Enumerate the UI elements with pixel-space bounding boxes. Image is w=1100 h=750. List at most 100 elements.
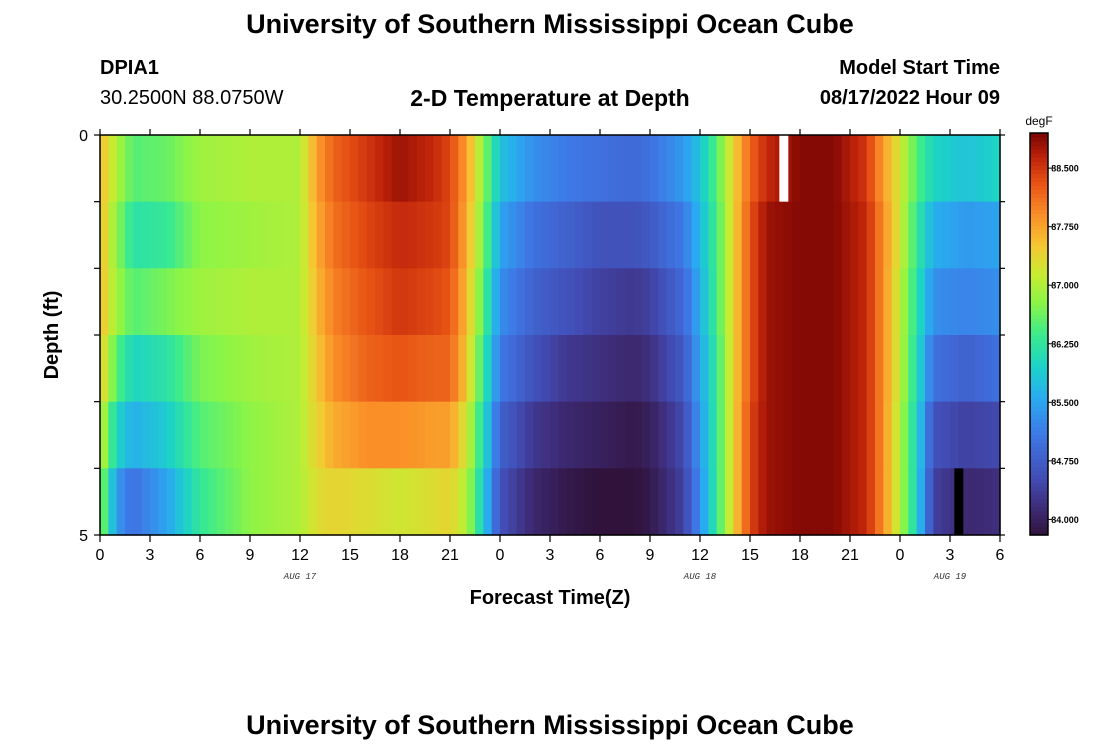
heatmap-cell: [850, 268, 859, 336]
heatmap-cell: [800, 335, 809, 403]
heatmap-cell: [616, 401, 626, 469]
heatmap-cell: [733, 201, 743, 269]
heatmap-cell: [475, 401, 484, 469]
heatmap-cell: [383, 401, 393, 469]
heatmap-cell: [283, 468, 293, 536]
heatmap-cell: [725, 268, 734, 336]
heatmap-cell: [791, 468, 801, 536]
heatmap-cell: [166, 401, 176, 469]
heatmap-cell: [308, 201, 318, 269]
heatmap-cell: [741, 401, 751, 469]
colorbar-segment: [1030, 358, 1048, 363]
heatmap-cell: [758, 135, 768, 203]
heatmap-cell: [916, 201, 926, 269]
heatmap-cell: [125, 201, 134, 269]
heatmap-cell: [500, 268, 509, 336]
heatmap-cell: [683, 135, 693, 203]
colorbar-segment: [1030, 458, 1048, 464]
heatmap-cell: [891, 268, 901, 336]
heatmap-cell: [850, 335, 859, 403]
heatmap-cell: [675, 468, 684, 536]
heatmap-cell: [408, 201, 418, 269]
heatmap-cell: [133, 135, 143, 203]
heatmap-cell: [991, 135, 1001, 203]
heatmap-cell: [441, 401, 451, 469]
heatmap-cell: [666, 335, 676, 403]
heatmap-cell: [483, 401, 493, 469]
heatmap-cell: [608, 201, 618, 269]
heatmap-cell: [525, 201, 534, 269]
colorbar-segment: [1030, 253, 1048, 259]
heatmap-cell: [375, 401, 384, 469]
colorbar-segment: [1030, 137, 1048, 142]
heatmap-cell: [416, 335, 426, 403]
heatmap-cell: [875, 201, 884, 269]
heatmap-cell: [508, 135, 518, 203]
heatmap-cell: [275, 135, 284, 203]
heatmap-cell: [908, 268, 918, 336]
colorbar-tick-label: 87.750: [1051, 222, 1079, 232]
heatmap-cell: [275, 335, 284, 403]
colorbar-segment: [1030, 261, 1048, 267]
heatmap-cell: [541, 201, 551, 269]
heatmap-cell: [858, 268, 868, 336]
heatmap-cell: [366, 135, 376, 203]
heatmap-cell: [941, 201, 951, 269]
heatmap-cell: [666, 401, 676, 469]
heatmap-cell: [566, 335, 576, 403]
colorbar-segment: [1030, 209, 1048, 214]
heatmap-cell: [933, 335, 943, 403]
heatmap-cell: [675, 335, 684, 403]
heatmap-cell: [441, 268, 451, 336]
heatmap-cell: [216, 201, 226, 269]
heatmap-cell: [158, 335, 168, 403]
heatmap-cell: [100, 468, 109, 536]
heatmap-cell: [383, 335, 393, 403]
heatmap-cell: [816, 135, 826, 203]
heatmap-cell: [791, 201, 801, 269]
heatmap-cell: [966, 268, 976, 336]
heatmap-cell: [191, 201, 201, 269]
heatmap-cell: [316, 135, 326, 203]
heatmap-cell: [291, 268, 301, 336]
colorbar-tick-label: 84.000: [1051, 515, 1079, 525]
heatmap-cell: [108, 468, 118, 536]
heatmap-cell: [191, 401, 201, 469]
heatmap-cell: [375, 268, 384, 336]
heatmap-cell: [666, 468, 676, 536]
heatmap-cell: [241, 268, 251, 336]
heatmap-cell: [725, 401, 734, 469]
heatmap-cell: [733, 268, 743, 336]
heatmap-cell: [266, 268, 276, 336]
heatmap-cell: [100, 135, 109, 203]
station-coordinates: 30.2500N 88.0750W: [100, 87, 284, 109]
colorbar-segment: [1030, 229, 1048, 235]
heatmap-cell: [183, 201, 193, 269]
colorbar-segment: [1030, 434, 1048, 440]
heatmap-cell: [733, 468, 743, 536]
heatmap-cell: [891, 135, 901, 203]
colorbar-segment: [1030, 378, 1048, 383]
heatmap-cell: [708, 268, 718, 336]
heatmap-cell: [566, 201, 576, 269]
heatmap-cell: [958, 335, 968, 403]
heatmap-cell: [400, 201, 409, 269]
x-tick-label: 3: [146, 547, 155, 564]
colorbar-segment: [1030, 145, 1048, 150]
heatmap-cell: [558, 201, 568, 269]
heatmap-cell: [408, 135, 418, 203]
heatmap-cell: [158, 401, 168, 469]
heatmap-cell: [366, 468, 376, 536]
heatmap-cell: [716, 401, 726, 469]
heatmap-cell: [925, 135, 934, 203]
colorbar-segment: [1030, 482, 1048, 488]
x-tick-label: 6: [596, 547, 605, 564]
heatmap-cell: [116, 201, 126, 269]
heatmap-cell: [758, 268, 768, 336]
heatmap-cell: [758, 335, 768, 403]
colorbar-segment: [1030, 510, 1048, 516]
heatmap-cells: [100, 135, 1001, 536]
heatmap-cell: [316, 268, 326, 336]
heatmap-cell: [358, 268, 368, 336]
